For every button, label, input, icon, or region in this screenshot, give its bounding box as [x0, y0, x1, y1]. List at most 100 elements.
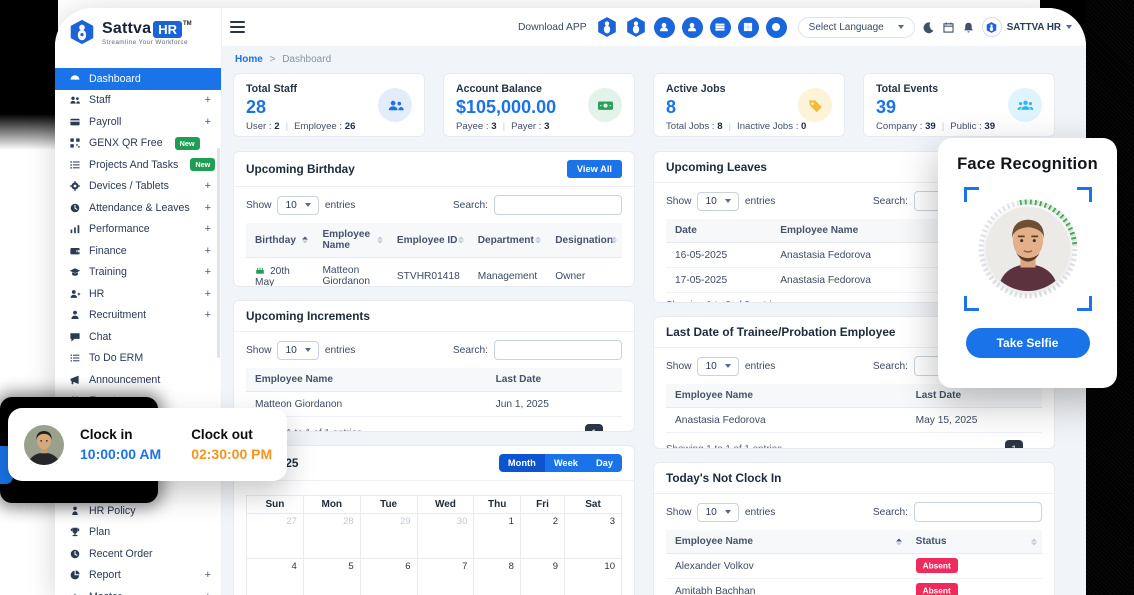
entries-per-page-select[interactable]: 10 [277, 340, 319, 360]
language-globe-icon[interactable] [765, 16, 787, 38]
column-header-employee-name[interactable]: Employee Name [771, 219, 930, 243]
calendar-day-cell[interactable]: 1 [473, 513, 521, 559]
sidebar-item-recruitment[interactable]: Recruitment + [55, 305, 221, 327]
calendar-day-cell[interactable]: 6 [359, 558, 418, 595]
calendar-day-cell[interactable]: 4 [246, 558, 304, 595]
sidebar-item-hr[interactable]: HR + [55, 283, 221, 305]
calendar-day-cell[interactable]: 7 [416, 558, 475, 595]
sidebar: Sattva HR TM Streamline Your Workforce Das… [55, 8, 222, 595]
column-header-birthday[interactable]: Birthday [246, 223, 314, 258]
pagination-page-1[interactable]: 1 [585, 424, 603, 431]
stat-card-active-jobs: Active Jobs 8 Total Jobs : 8 | Inactive … [653, 73, 845, 137]
column-header-employee-id[interactable]: Employee ID [387, 223, 469, 258]
column-header-employee-name[interactable]: Employee Name [666, 384, 907, 408]
chevron-down-icon [724, 510, 731, 514]
breadcrumb-home-link[interactable]: Home [235, 54, 263, 65]
sidebar-item-chat[interactable]: Chat [55, 326, 221, 348]
breadcrumb: Home > Dashboard [235, 54, 332, 65]
calendar-view-month[interactable]: Month [498, 454, 545, 472]
calendar-day-cell[interactable]: 29 [359, 513, 418, 559]
clock-in-label: Clock in [80, 427, 133, 442]
sidebar-item-hr-policy[interactable]: HR Policy [55, 500, 221, 522]
finance-wallet-icon [70, 247, 80, 255]
sidebar-item-master[interactable]: Master+ [55, 586, 221, 595]
hamburger-menu-icon[interactable] [230, 19, 245, 35]
app-logo[interactable]: Sattva HR TM Streamline Your Workforce [55, 8, 221, 60]
column-header-designation[interactable]: Designation [546, 223, 622, 258]
column-header-department[interactable]: Department [468, 223, 547, 258]
column-header-last-date[interactable]: Last Date [906, 384, 1042, 408]
sidebar-item-plan[interactable]: Plan [55, 522, 221, 544]
calendar-day-cell[interactable]: 5 [302, 558, 361, 595]
calendar-view-day[interactable]: Day [586, 454, 622, 472]
performance-chart-icon [70, 225, 80, 234]
view-all-button[interactable]: View All [566, 160, 622, 178]
frame-corner-icon [963, 296, 979, 311]
pagination-next[interactable]: → [611, 427, 622, 431]
calendar-day-cell[interactable]: 2 [519, 513, 566, 559]
dark-mode-moon-icon[interactable] [922, 21, 935, 34]
sidebar-item-payroll[interactable]: Payroll + [55, 111, 221, 133]
account-menu[interactable]: SATTVA HR [981, 17, 1072, 37]
sattva-hexagon-icon[interactable] [596, 16, 618, 38]
sidebar-item-report[interactable]: Report + [55, 565, 221, 587]
status-badge: Absent [915, 558, 958, 573]
sort-icon [1031, 538, 1037, 545]
calendar-icon[interactable] [942, 21, 955, 34]
pagination-prev[interactable]: ← [566, 427, 577, 431]
clock-in-out-card: Clock in 10:00:00 AM Clock out 02:30:00 … [8, 408, 287, 481]
calendar-day-cell[interactable]: 30 [416, 513, 475, 559]
notifications-bell-icon[interactable] [962, 21, 975, 34]
calendar-day-cell[interactable]: 3 [564, 513, 622, 559]
stat-card-total-events: Total Events 39 Company : 39 | Public : … [863, 73, 1055, 137]
sidebar-item-performance[interactable]: Performance + [55, 219, 221, 241]
profile-app-icon[interactable] [653, 16, 675, 38]
entries-per-page-select[interactable]: 10 [697, 191, 739, 211]
column-header-status[interactable]: Status [906, 530, 1042, 554]
pagination-page-1[interactable]: 1 [1005, 440, 1023, 448]
table-row: Matteon Giordanon Jun 1, 2025 [246, 391, 622, 417]
entries-per-page-select[interactable]: 10 [697, 356, 739, 376]
calendar-day-cell[interactable]: 10 [564, 558, 622, 595]
pagination-prev[interactable]: ← [986, 442, 997, 449]
take-selfie-button[interactable]: Take Selfie [965, 328, 1090, 358]
sidebar-item-training[interactable]: Training + [55, 262, 221, 284]
sidebar-item-projects-and-tasks[interactable]: Projects And Tasks New [55, 154, 221, 176]
calendar-day-cell[interactable]: 8 [473, 558, 521, 595]
chevron-down-icon [724, 364, 731, 368]
pagination-next[interactable]: → [1031, 442, 1042, 449]
calendar-day-cell[interactable]: 27 [246, 513, 304, 559]
face-scan-frame [963, 187, 1092, 311]
sattva-hexagon-icon[interactable] [625, 16, 647, 38]
column-header-last-date[interactable]: Last Date [486, 368, 622, 392]
profile-app-icon[interactable] [681, 16, 703, 38]
qr-grid-app-icon[interactable] [737, 16, 759, 38]
sidebar-item-recent-order[interactable]: Recent Order [55, 543, 221, 565]
search-input[interactable] [494, 195, 622, 215]
sidebar-item-to-do-erm[interactable]: To Do ERM [55, 348, 221, 370]
stat-card-account-balance: Account Balance $105,000.00 Payee : 3 | … [443, 73, 635, 137]
language-select[interactable]: Select Language [797, 16, 915, 38]
menu-list-app-icon[interactable] [709, 16, 731, 38]
entries-per-page-select[interactable]: 10 [277, 195, 319, 215]
sidebar-item-finance[interactable]: Finance + [55, 240, 221, 262]
clock-in-time: 10:00:00 AM [80, 446, 162, 462]
sidebar-item-genx-qr-free[interactable]: GENX QR Free New [55, 133, 221, 155]
sidebar-scrollbar[interactable] [217, 148, 220, 358]
sidebar-item-devices-tablets[interactable]: Devices / Tablets + [55, 176, 221, 198]
sidebar-item-attendance-leaves[interactable]: Attendance & Leaves + [55, 197, 221, 219]
sidebar-item-announcement[interactable]: Announcement [55, 369, 221, 391]
column-header-date[interactable]: Date [666, 219, 772, 243]
column-header-employee-name[interactable]: Employee Name [666, 530, 907, 554]
search-input[interactable] [494, 340, 622, 360]
calendar-day-cell[interactable]: 9 [519, 558, 566, 595]
column-header-employee-name[interactable]: Employee Name [313, 223, 388, 258]
entries-per-page-select[interactable]: 10 [697, 502, 739, 522]
recruitment-person-icon [71, 310, 79, 320]
sidebar-item-dashboard[interactable]: Dashboard [55, 68, 221, 90]
sidebar-item-staff[interactable]: Staff + [55, 90, 221, 112]
calendar-day-cell[interactable]: 28 [302, 513, 361, 559]
calendar-view-week[interactable]: Week [544, 454, 587, 472]
column-header-employee-name[interactable]: Employee Name [246, 368, 487, 392]
search-input[interactable] [914, 502, 1042, 522]
